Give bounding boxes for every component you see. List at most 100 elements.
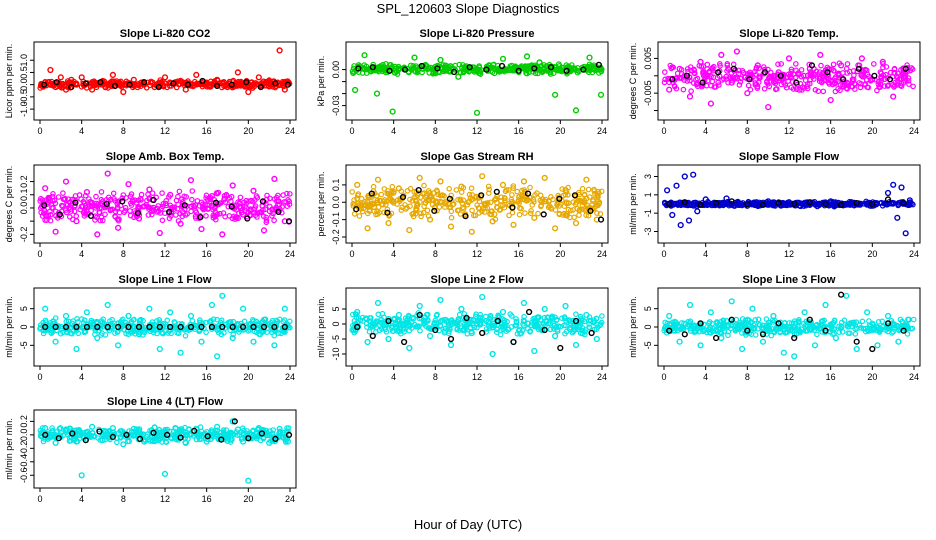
data-point — [78, 472, 85, 479]
data-point-black — [229, 323, 236, 331]
cloud-point — [95, 435, 101, 441]
data-point — [182, 86, 189, 93]
data-point — [468, 228, 475, 235]
cloud-point — [869, 320, 876, 327]
cloud-point — [574, 69, 581, 76]
y-axis-label: ml/min per min. — [316, 296, 326, 358]
cloud-point — [516, 211, 523, 218]
y-tick-label: -1.0 — [19, 101, 29, 117]
cloud-point — [859, 318, 866, 325]
x-tick-label: 8 — [745, 126, 750, 136]
cloud-point — [582, 327, 589, 333]
cloud-point — [62, 195, 68, 202]
cloud-point — [573, 325, 580, 332]
data-point — [83, 309, 91, 316]
data-point — [694, 208, 701, 215]
cloud-point — [857, 201, 864, 207]
cloud-point — [157, 77, 164, 83]
cloud-point — [50, 191, 56, 197]
cloud-point — [48, 330, 55, 337]
cloud-point — [518, 330, 525, 336]
x-tick-label: 4 — [391, 126, 396, 136]
data-point — [697, 58, 704, 66]
cloud-point — [814, 202, 820, 208]
data-point-black — [595, 61, 603, 68]
cloud-point — [419, 191, 426, 197]
data-point — [374, 299, 382, 307]
cloud-point — [351, 317, 358, 324]
cloud-point — [138, 316, 144, 323]
cloud-point — [81, 317, 88, 324]
cloud-point — [782, 82, 789, 88]
cloud-point — [669, 319, 676, 326]
cloud-point — [783, 84, 790, 91]
cloud-point — [40, 438, 47, 445]
data-point-black — [281, 323, 288, 331]
data-point-black — [666, 200, 673, 208]
cloud-point — [279, 82, 286, 89]
data-point — [260, 227, 268, 234]
cloud-point — [94, 318, 100, 325]
cloud-point — [387, 195, 394, 202]
data-point — [146, 305, 153, 312]
data-point-black — [597, 216, 605, 223]
cloud-point — [271, 217, 277, 224]
data-point — [276, 425, 283, 432]
cloud-point — [798, 67, 805, 73]
cloud-point — [363, 320, 370, 327]
data-point-black — [96, 428, 103, 435]
data-point — [796, 86, 803, 93]
cloud-point — [270, 427, 277, 433]
data-point — [551, 91, 559, 98]
chart-panel-3: Slope Li-820 Temp.0 4 8 12 16 20 240.005-0.005… — [628, 28, 921, 136]
cloud-point — [757, 322, 763, 328]
cloud-point — [753, 201, 760, 207]
data-point-black — [525, 308, 533, 316]
cloud-point — [543, 318, 550, 325]
x-tick-label: 24 — [909, 249, 919, 259]
cloud-point — [413, 203, 420, 209]
x-tick-label: 20 — [555, 126, 565, 136]
cloud-point — [678, 202, 684, 209]
cloud-point — [571, 214, 578, 221]
data-point — [177, 220, 184, 227]
data-point — [255, 74, 262, 81]
chart-title: Slope Amb. Box Temp. — [106, 151, 225, 163]
plot-area — [37, 292, 293, 360]
cloud-point — [88, 203, 95, 209]
data-point — [389, 108, 396, 115]
data-point — [361, 52, 368, 59]
data-point-black — [167, 323, 174, 331]
x-tick-label: 4 — [703, 126, 708, 136]
cloud-point — [802, 328, 809, 334]
cloud-point — [579, 185, 586, 192]
cloud-point — [538, 202, 545, 209]
data-point — [447, 223, 455, 230]
data-point — [879, 58, 886, 66]
cloud-point — [459, 327, 466, 334]
data-point — [718, 51, 725, 59]
data-point-black — [136, 435, 144, 443]
cloud-point — [905, 75, 912, 81]
data-point — [697, 342, 704, 349]
data-point — [109, 425, 117, 432]
cloud-point — [541, 314, 548, 321]
cloud-point — [527, 184, 533, 191]
data-point — [406, 227, 413, 234]
cloud-point — [593, 315, 600, 322]
cloud-point — [844, 86, 851, 92]
cloud-point — [491, 197, 498, 203]
cloud-point — [275, 202, 281, 208]
cloud-point — [358, 195, 365, 202]
cloud-point — [84, 428, 91, 435]
data-point-black — [208, 323, 216, 331]
data-point — [685, 217, 693, 224]
y-tick-label: -0.2 — [19, 441, 29, 457]
x-tick-label: 16 — [202, 494, 212, 504]
cloud-point — [434, 62, 441, 69]
cloud-point — [188, 208, 194, 215]
cloud-point — [99, 319, 106, 326]
data-point — [260, 316, 268, 323]
